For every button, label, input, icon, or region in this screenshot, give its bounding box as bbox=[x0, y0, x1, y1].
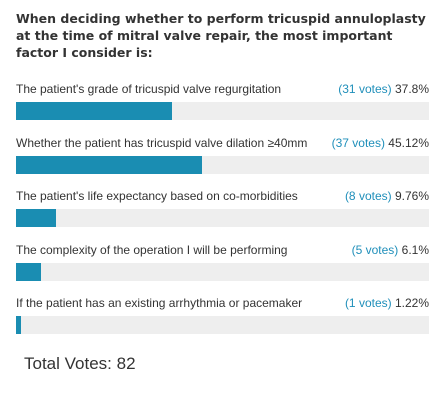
poll-answer: Whether the patient has tricuspid valve … bbox=[16, 135, 429, 189]
poll-question: When deciding whether to perform tricusp… bbox=[16, 11, 426, 60]
answer-percent: 9.76% bbox=[394, 189, 429, 203]
answer-label: If the patient has an existing arrhythmi… bbox=[16, 296, 303, 310]
result-bar-fill bbox=[16, 262, 42, 281]
poll-answer: The patient's grade of tricuspid valve r… bbox=[16, 81, 429, 135]
result-bar-fill bbox=[16, 102, 173, 120]
poll-answer: The patient's life expectancy based on c… bbox=[16, 188, 429, 242]
answer-label: The complexity of the operation I will b… bbox=[16, 242, 288, 257]
poll-answer: If the patient has an existing arrhythmi… bbox=[16, 295, 429, 349]
answer-vote-count: (31 votes) bbox=[338, 82, 392, 96]
answer-label: The patient's grade of tricuspid valve r… bbox=[16, 82, 282, 96]
total-votes: Total Votes: 82 bbox=[24, 354, 136, 373]
result-bar-fill bbox=[16, 155, 203, 174]
answer-percent: 45.12% bbox=[388, 135, 429, 150]
result-bar-track bbox=[16, 262, 429, 281]
result-bar-fill bbox=[16, 316, 22, 334]
answer-stats: (31 votes) 37.8% bbox=[338, 81, 429, 97]
answer-stats: (37 votes) 45.12% bbox=[332, 135, 429, 151]
poll-answers: The patient's grade of tricuspid valve r… bbox=[16, 81, 429, 349]
poll-widget: When deciding whether to perform tricusp… bbox=[16, 10, 429, 349]
answer-stats: (1 votes) 1.22% bbox=[345, 295, 429, 311]
answer-vote-count: (1 votes) bbox=[344, 296, 392, 310]
result-bar-track bbox=[16, 102, 429, 120]
answer-stats: (5 votes) 6.1% bbox=[352, 242, 429, 258]
result-bar-track bbox=[16, 316, 429, 334]
answer-label: The patient's life expectancy based on c… bbox=[16, 189, 298, 203]
poll-answer: The complexity of the operation I will b… bbox=[16, 242, 429, 296]
result-bar-fill bbox=[16, 209, 57, 227]
answer-stats: (8 votes) 9.76% bbox=[345, 188, 429, 204]
answer-percent: 37.8% bbox=[394, 82, 429, 96]
answer-vote-count: (5 votes) bbox=[351, 242, 399, 257]
answer-vote-count: (8 votes) bbox=[344, 189, 392, 203]
answer-vote-count: (37 votes) bbox=[331, 135, 385, 150]
result-bar-track bbox=[16, 209, 429, 227]
result-bar-track bbox=[16, 155, 429, 174]
answer-percent: 6.1% bbox=[401, 242, 429, 257]
answer-percent: 1.22% bbox=[394, 296, 429, 310]
answer-label: Whether the patient has tricuspid valve … bbox=[16, 135, 308, 150]
